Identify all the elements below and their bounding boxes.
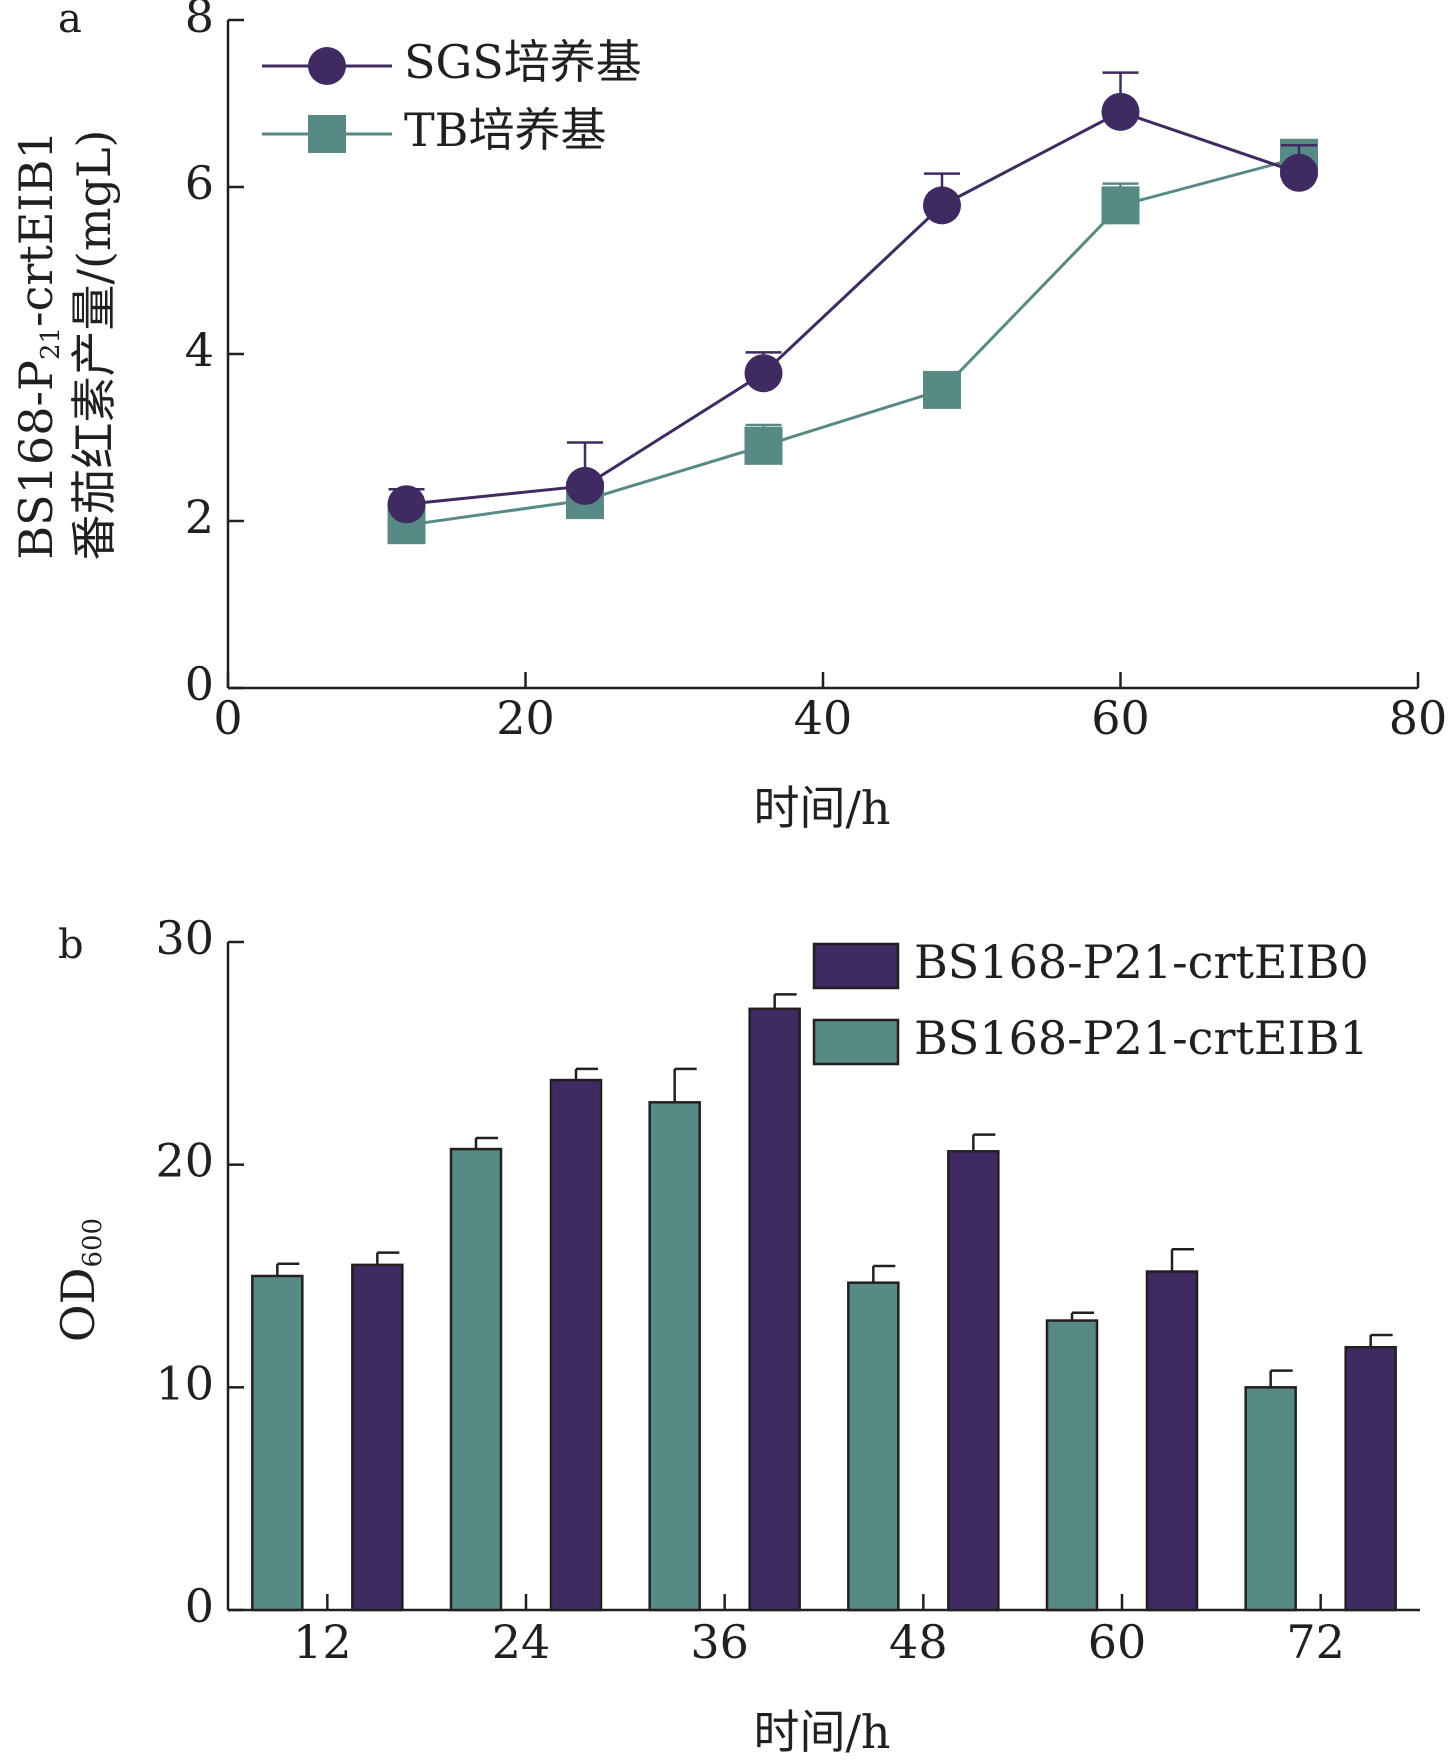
data-point-circle	[387, 485, 426, 524]
data-point-circle	[566, 466, 604, 505]
panel-label-a: a	[58, 0, 82, 42]
x-tick-label-a: 20	[496, 691, 555, 745]
y-tick-label-b: 20	[155, 1134, 214, 1188]
y-tick-label-b: 0	[185, 1579, 214, 1633]
bar-24-crtEIB1	[449, 1147, 503, 1612]
y-tick-label-b: 10	[155, 1356, 214, 1410]
bar-60-crtEIB1	[1045, 1319, 1099, 1612]
x-tick-label-a: 80	[1389, 691, 1448, 745]
bar-48-crtEIB0	[947, 1150, 1000, 1612]
x-tick-label-b: 60	[1088, 1615, 1147, 1669]
series-line	[406, 110, 1300, 506]
x-tick-label-b: 36	[690, 1615, 749, 1669]
data-point-circle	[744, 354, 783, 393]
legend-swatch	[812, 942, 900, 990]
panel-a-y-axis-label: BS168-P21-crtEIB1 番茄红素产量/(mgL)	[9, 129, 121, 560]
panel-a-x-axis-label: 时间/h	[753, 781, 890, 835]
y-tick-label-a: 6	[185, 156, 214, 210]
legend-swatch	[812, 1018, 900, 1066]
y-label-a-line2: 番茄红素产量/(mgL)	[67, 129, 121, 560]
panel-b-tick-labels: 0 10 20 30 12 24 36 48 60 72	[155, 911, 1344, 1669]
y-tick-label-a: 0	[185, 657, 214, 711]
panel-b-y-axis-label: OD600	[51, 1218, 108, 1342]
panel-b-bars	[251, 993, 1397, 1612]
series-sgs	[387, 71, 1318, 524]
bar-24-crtEIB0	[549, 1078, 603, 1612]
legend-marker-circle	[308, 47, 346, 85]
y-label-b-sub: 600	[78, 1218, 108, 1268]
bar-72-crtEIB1	[1244, 1386, 1297, 1612]
legend-label: BS168-P21-crtEIB0	[914, 935, 1369, 989]
bar-36-crtEIB1	[648, 1101, 701, 1612]
panel-a-legend: SGS培养基 TB培养基	[262, 35, 642, 157]
legend-label: TB培养基	[404, 103, 607, 157]
legend-label: BS168-P21-crtEIB1	[914, 1011, 1369, 1065]
y-label-a-part2: -crtEIB1	[9, 130, 63, 327]
y-label-b-text: OD	[51, 1268, 105, 1343]
data-point-square	[1101, 186, 1140, 225]
bar-chart-panel-b: b 0 10 20 30 12 24 36 48 60 72 时间/h OD600 BS168-P…	[51, 911, 1420, 1759]
y-tick-label-a: 2	[185, 490, 214, 544]
data-point-circle	[923, 186, 961, 225]
y-tick-label-b: 30	[155, 911, 214, 965]
x-tick-label-b: 48	[889, 1615, 948, 1669]
x-tick-label-a: 60	[1091, 691, 1150, 745]
panel-label-b: b	[58, 922, 84, 968]
svg-text:BS168-P21-crtEIB1: BS168-P21-crtEIB1	[9, 130, 66, 559]
data-point-square	[744, 426, 783, 465]
legend-label: SGS培养基	[404, 35, 642, 89]
y-label-a-sub: 21	[36, 327, 66, 360]
panel-a-axes	[226, 18, 1420, 690]
x-tick-label-b: 72	[1286, 1615, 1345, 1669]
x-tick-label-b: 24	[492, 1615, 551, 1669]
x-tick-label-b: 12	[293, 1615, 352, 1669]
y-tick-label-a: 8	[185, 0, 214, 43]
series-line	[406, 156, 1300, 527]
data-point-square	[923, 370, 961, 409]
series-tb	[387, 138, 1318, 545]
data-point-circle	[1101, 92, 1140, 131]
x-tick-label-a: 40	[794, 691, 853, 745]
y-tick-label-a: 4	[185, 323, 214, 377]
y-label-a-part1: BS168-P	[9, 360, 63, 560]
bar-36-crtEIB0	[748, 1007, 801, 1612]
data-point-circle	[1280, 153, 1318, 192]
panel-b-legend: BS168-P21-crtEIB0 BS168-P21-crtEIB1	[812, 935, 1369, 1066]
bar-48-crtEIB1	[847, 1281, 900, 1612]
bar-60-crtEIB0	[1145, 1270, 1199, 1612]
panel-a-series	[387, 71, 1318, 545]
bar-12-crtEIB0	[351, 1263, 404, 1612]
panel-b-axes	[226, 940, 1420, 1612]
legend-marker-square	[308, 115, 346, 153]
bar-72-crtEIB0	[1344, 1346, 1397, 1612]
panel-b-x-axis-label: 时间/h	[753, 1705, 890, 1759]
bar-12-crtEIB1	[251, 1274, 304, 1612]
x-tick-label-a: 0	[213, 691, 242, 745]
svg-text:OD600: OD600	[51, 1218, 108, 1342]
